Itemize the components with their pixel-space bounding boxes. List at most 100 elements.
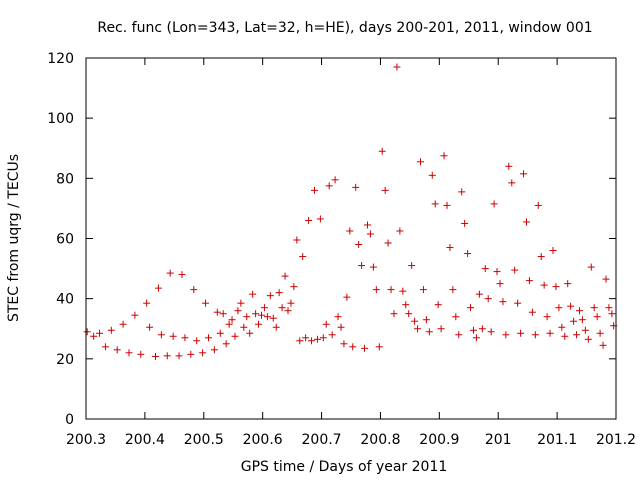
data-point	[137, 350, 145, 358]
data-point	[169, 332, 177, 340]
data-point	[178, 271, 186, 279]
data-point	[255, 320, 263, 328]
data-point	[166, 269, 174, 277]
data-point	[199, 349, 207, 357]
data-point	[408, 262, 416, 270]
data-point	[125, 349, 133, 357]
data-point	[590, 304, 598, 312]
data-point	[402, 301, 410, 309]
data-point	[475, 290, 483, 298]
data-point	[555, 304, 563, 312]
data-point	[372, 286, 380, 294]
axis-ticks	[85, 57, 617, 420]
data-point	[599, 341, 607, 349]
data-point	[310, 186, 318, 194]
data-point	[564, 280, 572, 288]
data-point	[240, 323, 248, 331]
data-point	[531, 331, 539, 339]
x-tick-label: 200.7	[302, 432, 342, 448]
data-point	[520, 170, 528, 178]
data-point	[484, 295, 492, 303]
y-axis-label: STEC from uqrg / TECUs	[6, 154, 22, 322]
data-point	[411, 317, 419, 325]
data-point	[525, 277, 533, 285]
data-points	[83, 63, 618, 360]
data-point	[602, 275, 610, 283]
data-point	[193, 337, 201, 345]
data-point	[157, 331, 165, 339]
x-tick-label: 201.1	[537, 432, 577, 448]
data-point	[396, 227, 404, 235]
data-point	[458, 188, 466, 196]
data-point	[570, 317, 578, 325]
data-point	[443, 201, 451, 209]
data-point	[431, 200, 439, 208]
data-point	[461, 219, 469, 227]
data-point	[210, 346, 218, 354]
data-point	[337, 323, 345, 331]
data-point	[455, 331, 463, 339]
data-point	[508, 179, 516, 187]
data-point	[296, 337, 304, 345]
x-tick-label: 200.6	[243, 432, 283, 448]
data-point	[575, 307, 583, 315]
data-point	[146, 323, 154, 331]
x-tick-labels: 200.3 200.4 200.5 200.6 200.7 200.8 200.9 201 20…	[66, 432, 636, 448]
data-point	[481, 265, 489, 273]
data-point	[131, 311, 139, 319]
data-point	[143, 299, 151, 307]
data-point	[163, 352, 171, 360]
data-point	[302, 334, 310, 342]
y-tick-label: 60	[56, 232, 74, 248]
data-point	[281, 272, 289, 280]
data-point	[249, 290, 257, 298]
data-point	[381, 186, 389, 194]
data-point	[246, 329, 254, 337]
data-point	[225, 320, 233, 328]
data-point	[355, 241, 363, 249]
y-tick-label: 40	[56, 292, 74, 308]
data-point	[237, 299, 245, 307]
data-point	[343, 293, 351, 301]
y-tick-label: 20	[56, 352, 74, 368]
data-point	[313, 335, 321, 343]
data-point	[387, 286, 395, 294]
y-tick-label: 120	[47, 51, 74, 67]
data-point	[269, 314, 277, 322]
data-point	[499, 298, 507, 306]
data-point	[363, 221, 371, 229]
data-point	[234, 307, 242, 315]
data-point	[540, 281, 548, 289]
data-point	[361, 344, 369, 352]
chart-title: Rec. func (Lon=343, Lat=32, h=HE), days …	[97, 20, 592, 36]
data-point	[278, 304, 286, 312]
data-point	[605, 304, 613, 312]
data-point	[596, 329, 604, 337]
data-point	[260, 304, 268, 312]
data-point	[290, 283, 298, 291]
data-point	[593, 313, 601, 321]
data-point	[275, 289, 283, 297]
y-tick-label: 100	[47, 111, 74, 127]
data-point	[449, 286, 457, 294]
data-point	[219, 310, 227, 318]
y-tick-label: 80	[56, 171, 74, 187]
data-point	[272, 323, 280, 331]
data-point	[190, 286, 198, 294]
data-point	[334, 313, 342, 321]
data-point	[154, 284, 162, 292]
data-point	[467, 304, 475, 312]
data-point	[305, 216, 313, 224]
data-point	[187, 350, 195, 358]
data-point	[487, 328, 495, 336]
data-point	[352, 183, 360, 191]
data-point	[425, 328, 433, 336]
x-axis-label: GPS time / Days of year 2011	[241, 459, 448, 475]
data-point	[567, 302, 575, 310]
data-point	[384, 239, 392, 247]
data-point	[107, 326, 115, 334]
data-point	[202, 299, 210, 307]
data-point	[446, 244, 454, 252]
data-point	[496, 280, 504, 288]
